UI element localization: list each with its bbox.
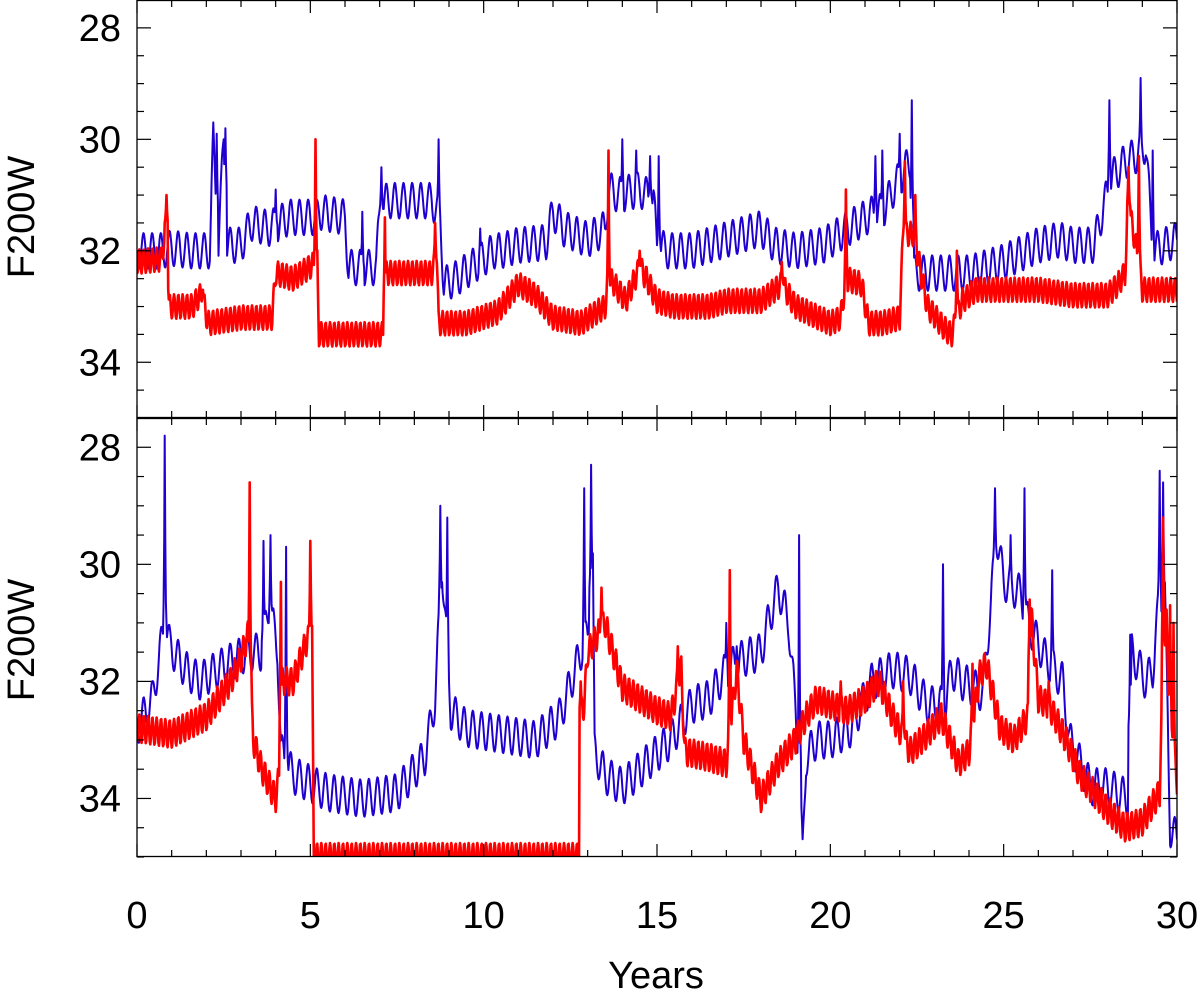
y-tick-label: 32: [79, 661, 121, 703]
series-blue-line: [137, 434, 1177, 849]
series-red-line: [137, 138, 1177, 348]
x-tick-label: 30: [1156, 895, 1198, 937]
x-tick-label: 15: [636, 895, 678, 937]
plot-frame: [136, 417, 1178, 858]
y-axis-title: F200W: [1, 156, 43, 279]
x-tick-label: 0: [126, 895, 147, 937]
y-tick-label: 34: [79, 342, 121, 384]
y-tick-label: 30: [79, 119, 121, 161]
series-red-line: [137, 481, 1177, 857]
y-tick-label: 28: [79, 8, 121, 50]
x-axis-title: Years: [608, 955, 704, 993]
x-tick-label: 20: [809, 895, 851, 937]
bottom-panel: 28 30 32 34 0 5 10 15 20 25 30 F200W: [1, 417, 1198, 937]
series-blue-line: [137, 77, 1177, 300]
y-tick-label: 32: [79, 231, 121, 273]
plot-area: [137, 434, 1177, 857]
y-tick-label: 34: [79, 778, 121, 820]
top-panel: 28 30 32 34 F200W: [1, 0, 1178, 419]
x-tick-label: 10: [463, 895, 505, 937]
x-tick-label: 5: [300, 895, 321, 937]
x-tick-label: 25: [983, 895, 1025, 937]
y-tick-label: 30: [79, 544, 121, 586]
y-tick-label: 28: [79, 427, 121, 469]
y-axis-title: F200W: [1, 579, 43, 702]
plot-area: [137, 77, 1177, 348]
